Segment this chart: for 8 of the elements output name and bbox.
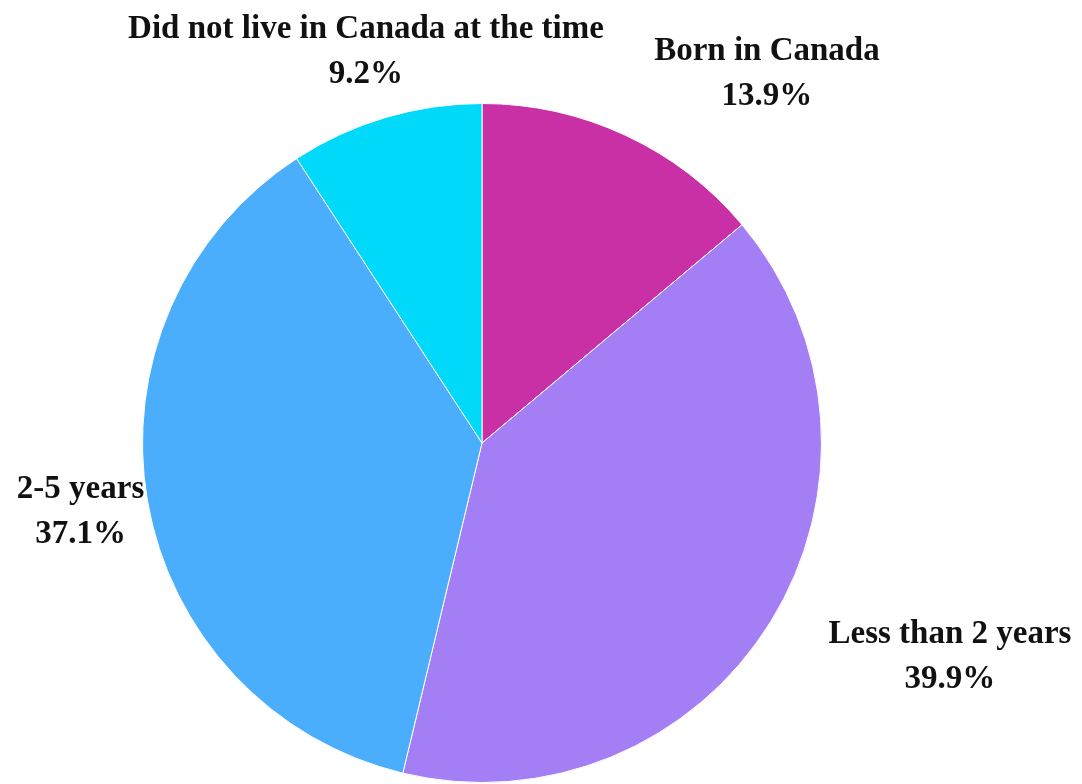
data-label: 13.9% [721,75,813,112]
data-label: 39.9% [904,659,996,696]
slice-label: 2-5 years [16,469,145,506]
data-label: 37.1% [35,514,126,551]
data-label: 9.2% [328,54,404,91]
slice-label: Born in Canada [654,30,880,67]
slice-label: Did not live in Canada at the time [128,9,604,46]
slice-label: Less than 2 years [828,614,1072,651]
